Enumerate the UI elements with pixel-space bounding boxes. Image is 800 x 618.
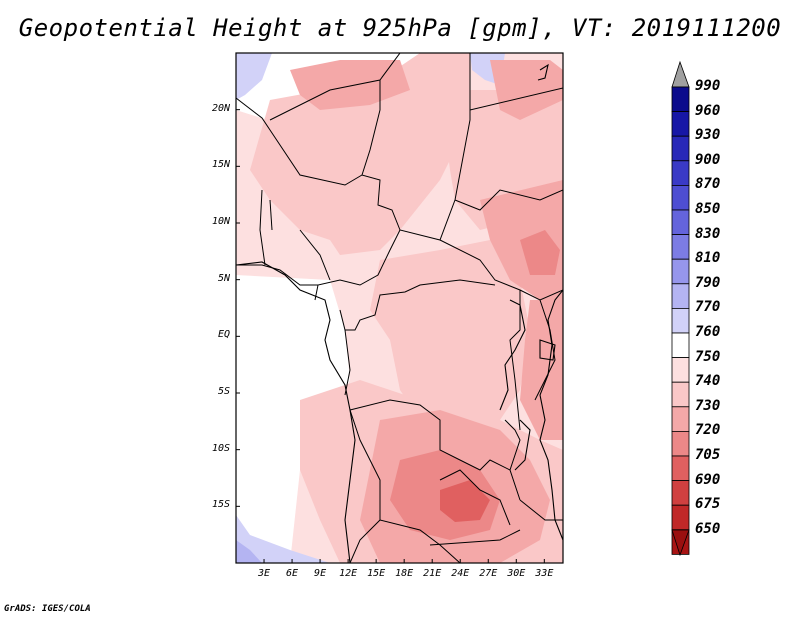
colorbar-swatch [671,283,690,309]
colorbar-label: 730 [695,397,721,414]
y-tick-label: EQ [217,329,230,341]
colorbar-swatch [671,160,690,186]
x-tick-label: 24E [451,568,470,579]
colorbar-label: 650 [695,520,721,537]
shaded-field [236,53,563,563]
x-tick-label: 18E [395,568,414,579]
colorbar-label: 760 [695,324,721,340]
colorbar-swatch [671,234,690,260]
colorbar-label: 930 [695,127,721,144]
colorbar-label: 960 [695,102,721,119]
colorbar-label: 870 [695,176,721,193]
x-tick-label: 21E [423,568,442,579]
colorbar-label: 770 [695,299,721,316]
colorbar-label: 990 [695,78,721,94]
y-axis-ticks [236,109,240,507]
y-tick-label: 15S [211,499,230,511]
colorbar-label: 740 [695,373,721,390]
colorbar-swatch [671,209,690,236]
colorbar-swatch [671,504,690,531]
y-tick-label: 5N [217,272,230,284]
y-tick-label: 10S [211,442,230,454]
colorbar [671,60,690,557]
colorbar-swatch [671,86,690,113]
colorbar-swatch [671,135,690,162]
colorbar-label: 810 [695,250,721,267]
colorbar-label: 830 [695,225,721,242]
colorbar-bottom-triangle [671,529,690,557]
colorbar-top-triangle [671,60,690,88]
x-axis-ticks [263,559,545,563]
colorbar-label: 690 [695,471,721,488]
x-tick-label: 12E [339,568,358,579]
colorbar-swatch [671,430,690,457]
x-tick-label: 30E [507,568,526,579]
y-tick-label: 15N [211,159,230,171]
colorbar-label: 720 [695,422,721,439]
colorbar-label: 750 [695,348,721,365]
y-tick-label: 10N [211,216,230,227]
colorbar-swatch [671,307,690,334]
colorbar-swatch [671,480,690,506]
x-tick-label: 9E [314,568,327,579]
map-title: Geopotential Height at 925hPa [gpm], VT:… [18,14,782,42]
colorbar-label: 900 [695,151,721,168]
colorbar-label: 675 [695,496,721,513]
coastlines [236,63,563,563]
colorbar-swatch [671,184,690,211]
colorbar-swatch [671,381,690,408]
x-tick-label: 27E [479,568,498,579]
colorbar-swatch [671,455,690,482]
x-tick-label: 15E [367,568,386,579]
colorbar-label: 790 [695,274,721,291]
x-tick-label: 6E [286,568,299,579]
colorbar-swatch [671,111,690,137]
colorbar-label: 850 [695,201,721,217]
colorbar-label: 705 [695,447,721,463]
country-borders [236,53,563,563]
colorbar-swatch [671,332,690,359]
colorbar-swatch [671,406,690,432]
x-tick-label: 33E [535,568,554,579]
grads-footer: GrADS: IGES/COLA [4,604,91,614]
map-frame [235,52,564,564]
y-tick-label: 5S [217,386,230,397]
colorbar-swatch [671,258,690,285]
x-tick-label: 3E [257,568,271,579]
y-tick-label: 20N [211,102,230,114]
colorbar-swatch [671,357,690,383]
